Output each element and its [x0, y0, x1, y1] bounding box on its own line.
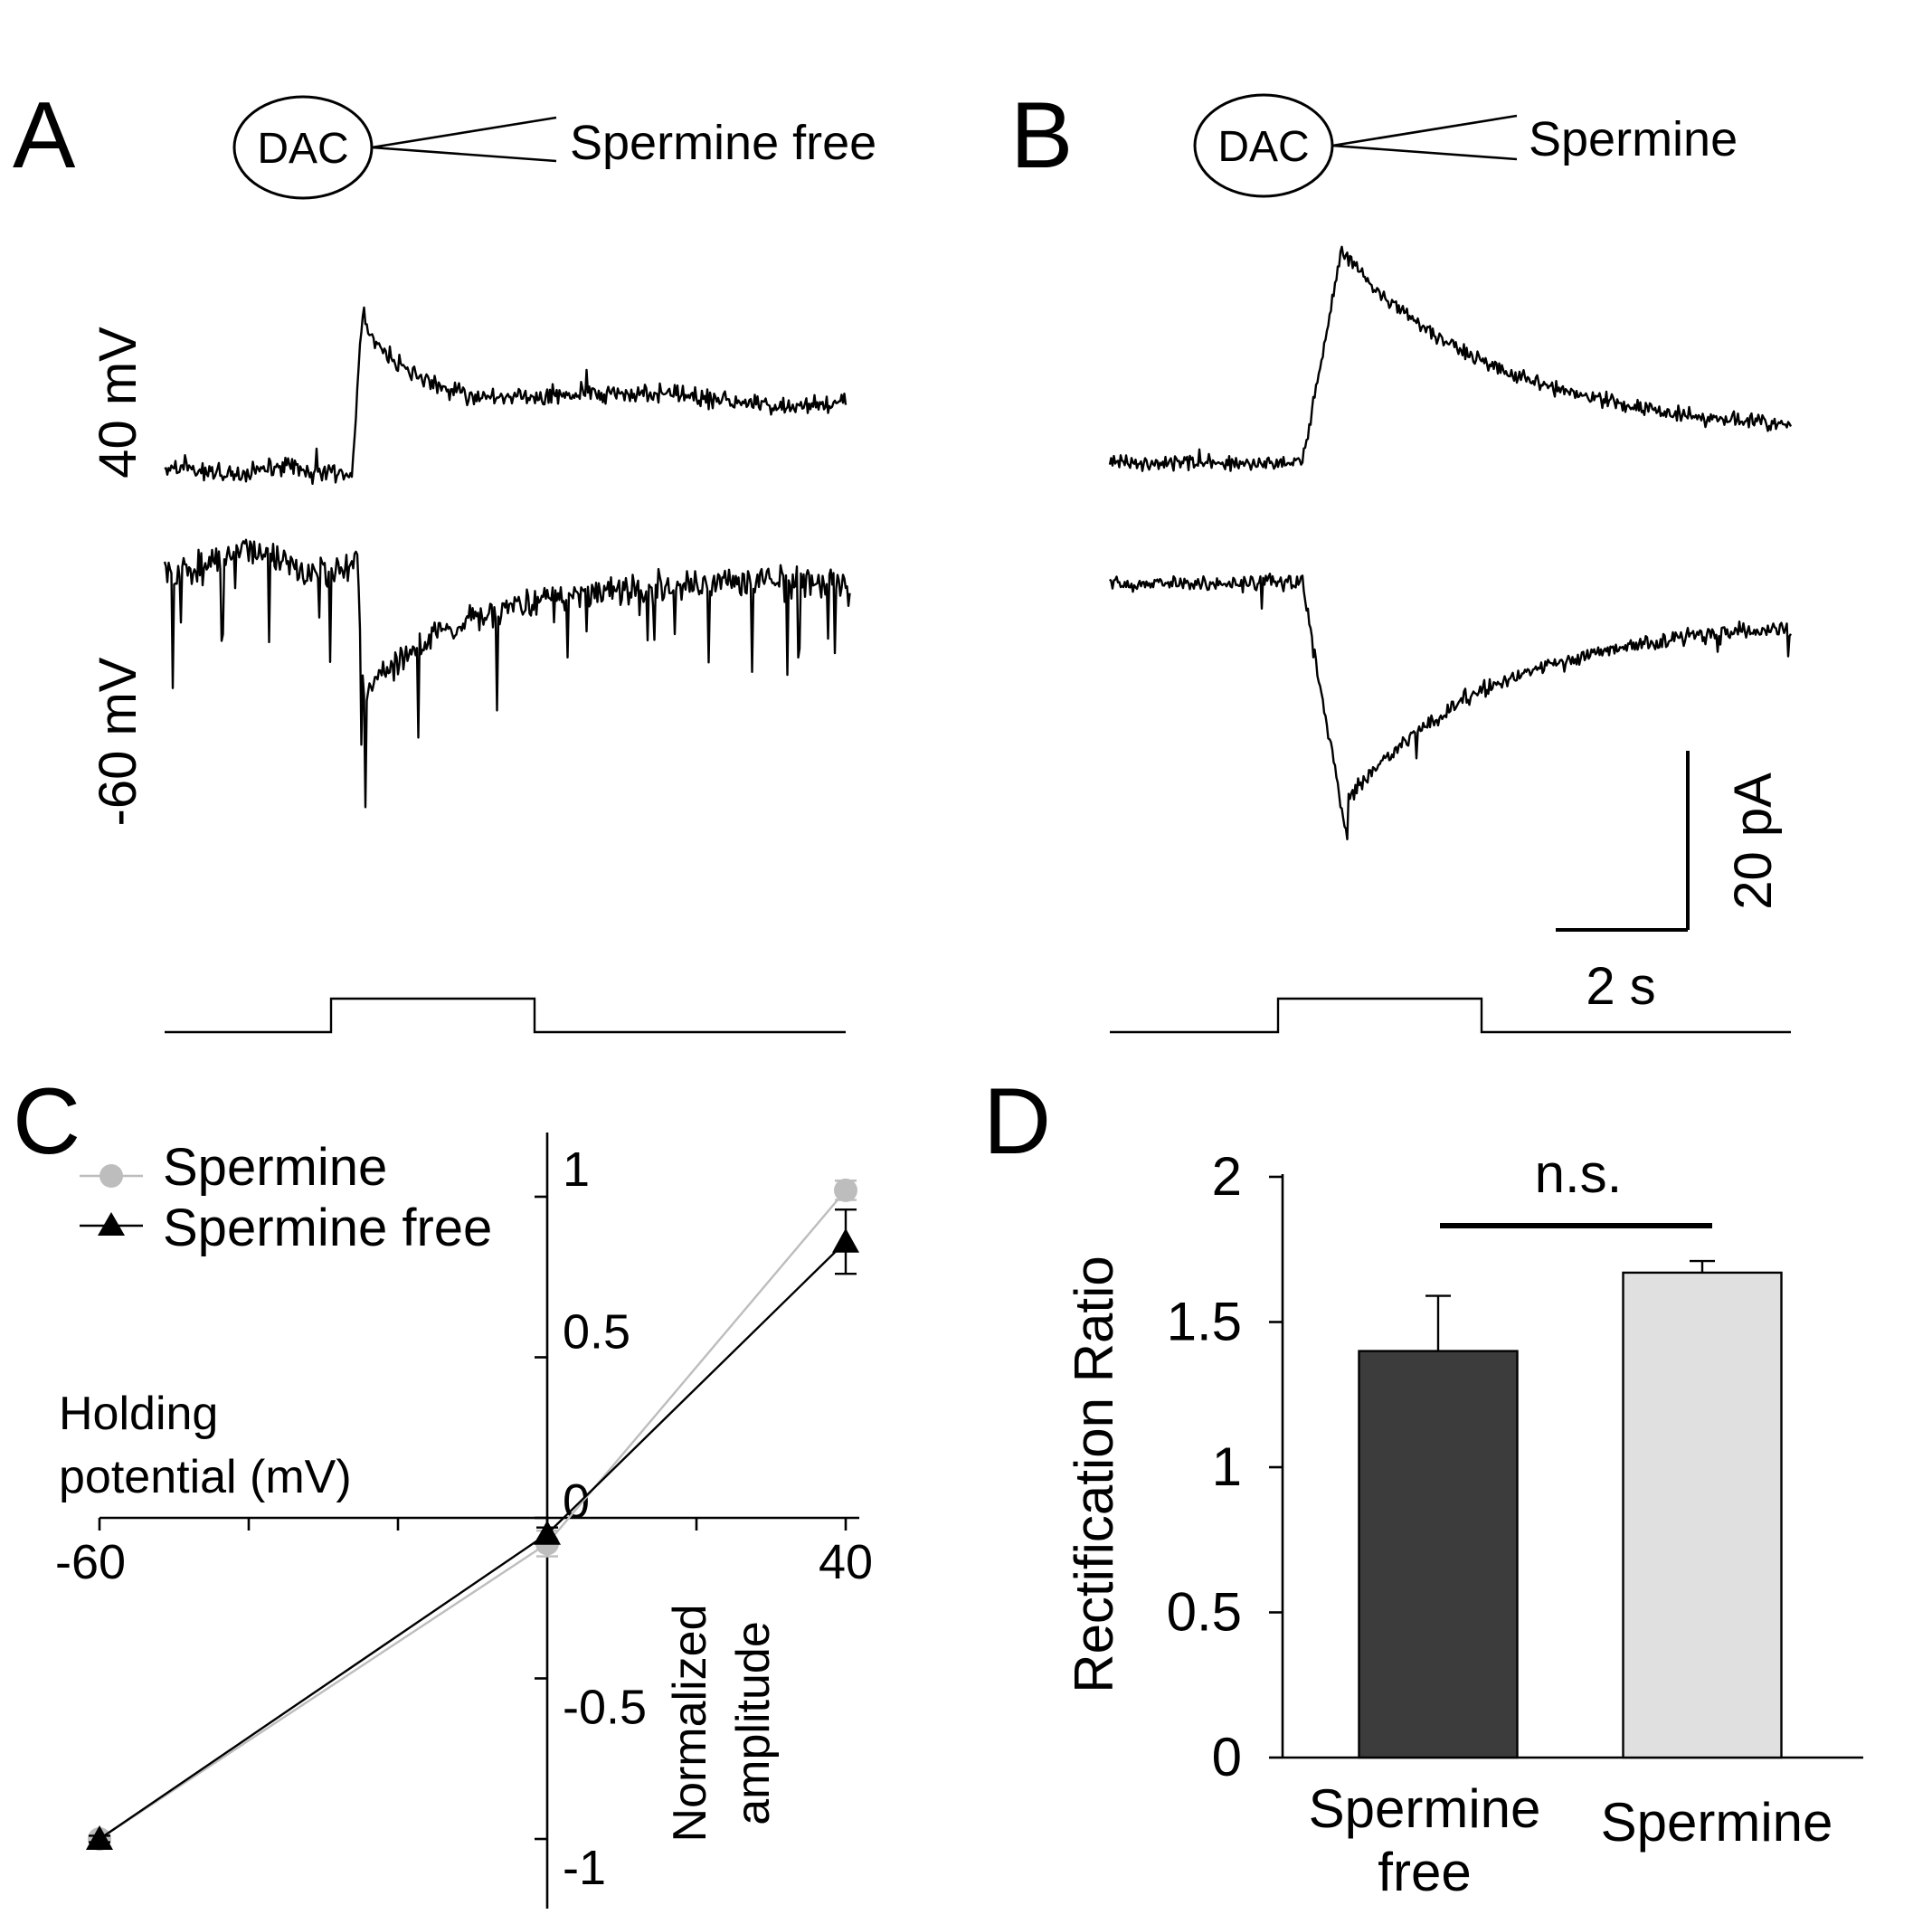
- pipette-label-b: Spermine: [1529, 112, 1738, 166]
- scale-bar-y-label: 20 pA: [1724, 772, 1783, 910]
- y-tick-label: 1.5: [1167, 1292, 1242, 1352]
- stimulus-step-a: [165, 997, 846, 1034]
- legend-label-spermine-free: Spermine free: [163, 1199, 492, 1257]
- x-tick-label: -60: [55, 1535, 126, 1589]
- category-label-line2: free: [1378, 1842, 1471, 1902]
- pipette-label-a: Spermine free: [570, 116, 876, 170]
- panel-a: A DAC Spermine free 40 mV -60 mV: [13, 83, 876, 1034]
- panel-letter-a: A: [13, 83, 76, 188]
- y-tick-label: -1: [563, 1841, 606, 1895]
- category-label-line1: Spermine: [1309, 1778, 1541, 1839]
- data-point-spermine-free: [534, 1520, 561, 1545]
- trace-label-40mv: 40 mV: [89, 327, 147, 479]
- pipette-line-lower-a: [371, 146, 557, 163]
- data-point-spermine: [834, 1178, 857, 1202]
- legend-marker-spermine-free: [98, 1212, 125, 1236]
- scale-bar-x-label: 2 s: [1586, 957, 1655, 1016]
- y-tick-label: 2: [1212, 1146, 1242, 1207]
- category-label: Spermine: [1601, 1792, 1833, 1853]
- data-point-spermine-free: [832, 1227, 859, 1253]
- panel-letter-c: C: [13, 1069, 80, 1174]
- trace-label-minus60mv: -60 mV: [89, 657, 147, 826]
- panel-letter-d: D: [983, 1069, 1051, 1174]
- y-axis-title-line1: Normalized: [664, 1605, 716, 1843]
- bar-spermine-free: [1358, 1350, 1519, 1759]
- x-axis-title-line2: potential (mV): [59, 1451, 352, 1503]
- y-tick-label: 1: [563, 1142, 590, 1197]
- y-tick-label: 1: [1212, 1436, 1242, 1497]
- stimulus-step-b: [1110, 997, 1791, 1034]
- legend-marker-spermine: [99, 1164, 123, 1188]
- legend-label-spermine: Spermine: [163, 1138, 387, 1197]
- current-trace-a-minus60mv: [163, 538, 851, 809]
- panel-b: B DAC Spermine 20 pA 2 s: [1010, 83, 1793, 1034]
- dac-label-b: DAC: [1217, 123, 1309, 171]
- y-tick-label: -0.5: [563, 1681, 647, 1735]
- panel-letter-b: B: [1010, 83, 1073, 188]
- x-axis-title-line1: Holding: [59, 1388, 218, 1440]
- significance-label: n.s.: [1535, 1143, 1623, 1204]
- pipette-line-upper-b: [1331, 114, 1518, 147]
- y-tick-label: 0.5: [1167, 1582, 1242, 1643]
- y-tick-label: 0: [1212, 1727, 1242, 1787]
- dac-label-a: DAC: [257, 125, 348, 173]
- data-point-spermine-free: [86, 1825, 113, 1850]
- x-tick-label: 40: [819, 1535, 873, 1589]
- pipette-line-upper-a: [371, 116, 557, 149]
- bar-spermine: [1622, 1271, 1783, 1759]
- pipette-line-lower-b: [1331, 144, 1518, 161]
- current-trace-b-40mv: [1108, 245, 1793, 472]
- y-tick-label: 0.5: [563, 1305, 630, 1360]
- y-axis-title-line2: amplitude: [727, 1621, 780, 1824]
- current-trace-a-40mv: [164, 306, 848, 485]
- y-axis-title: Rectification Ratio: [1064, 1256, 1124, 1693]
- current-trace-b-minus60mv: [1109, 573, 1793, 840]
